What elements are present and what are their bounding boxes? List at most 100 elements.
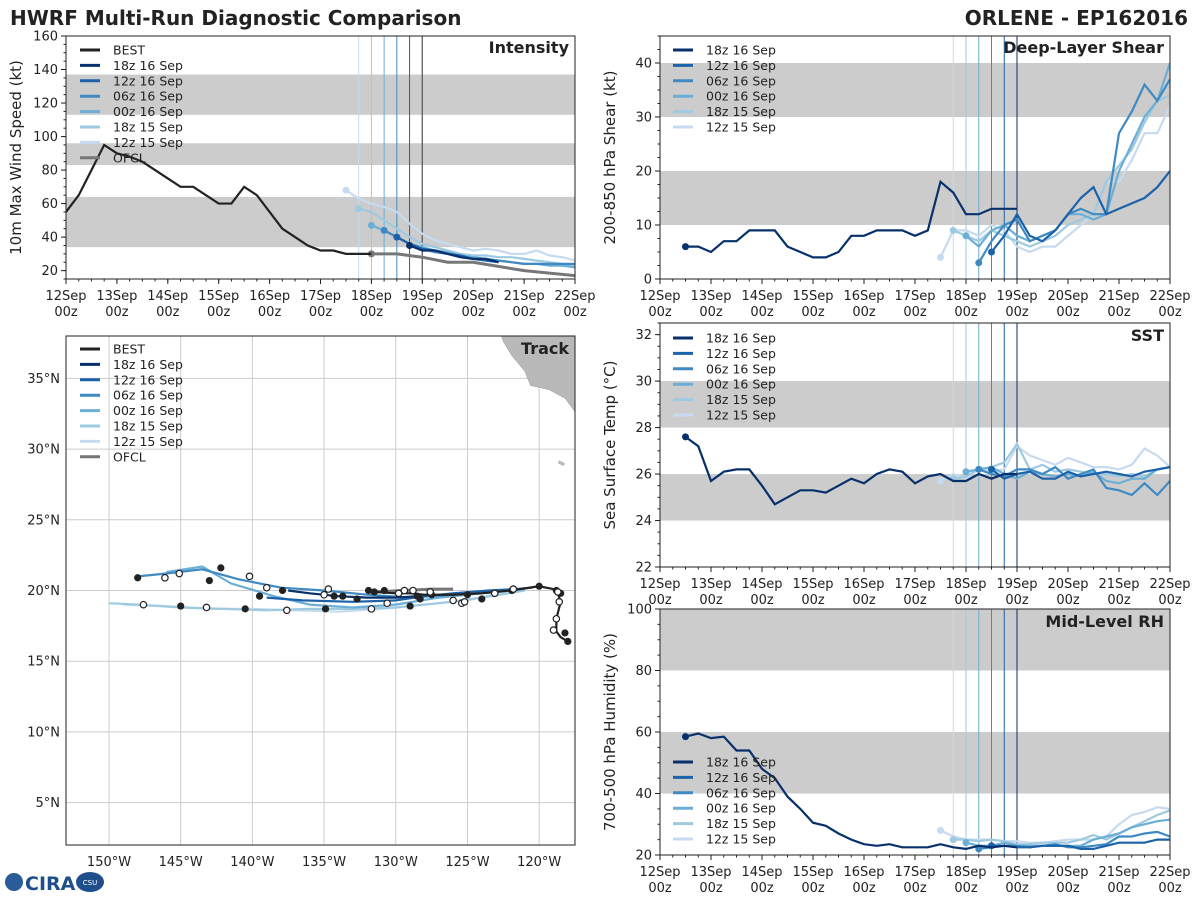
x-tick-label: 00z	[699, 305, 723, 320]
x-tick-label: 13Sep	[96, 289, 137, 304]
series-line	[965, 465, 1170, 485]
x-tick-label: 22Sep	[1149, 289, 1190, 304]
x-tick-label: 21Sep	[504, 289, 545, 304]
x-tick-label: 20Sep	[1047, 865, 1088, 880]
y-axis-label: Sea Surface Temp (°C)	[601, 360, 619, 529]
x-tick-label: 00z	[1056, 305, 1080, 320]
x-tick-label: 13Sep	[690, 865, 731, 880]
track-point-open	[320, 590, 328, 599]
x-tick-label: 00z	[1158, 593, 1182, 608]
csu-badge-icon	[76, 872, 104, 892]
legend-entry: 06z 16 Sep	[706, 361, 776, 376]
series-line	[685, 179, 1017, 259]
x-tick-label: 21Sep	[1098, 289, 1139, 304]
y-axis-label: 10m Max Wind Speed (kt)	[7, 60, 25, 255]
legend-entry: 00z 16 Sep	[706, 89, 776, 104]
track-line	[288, 589, 418, 599]
x-tick-label: 14Sep	[147, 289, 188, 304]
legend-entry: 06z 16 Sep	[706, 785, 776, 800]
legend-entry: 12z 16 Sep	[113, 73, 183, 88]
track-point-filled	[278, 586, 287, 595]
y-tick-label: 22	[635, 561, 652, 576]
track-point-open	[549, 626, 558, 634]
series-line	[977, 78, 1170, 264]
series-start-point	[380, 226, 388, 234]
track-point-filled	[561, 629, 569, 637]
x-tick-label: 00z	[648, 305, 672, 320]
track-point-open	[383, 599, 391, 608]
legend-entry: 06z 16 Sep	[706, 73, 776, 88]
series-start-point	[975, 465, 983, 473]
y-axis-label: 200-850 hPa Shear (kt)	[601, 71, 619, 245]
legend-entry: 12z 15 Sep	[706, 832, 776, 847]
track-point-filled	[134, 574, 142, 582]
shade-band	[660, 381, 1170, 428]
track-point-open	[324, 585, 333, 593]
figure-title: HWRF Multi-Run Diagnostic Comparison	[10, 6, 461, 30]
legend-entry: 12z 16 Sep	[706, 58, 776, 73]
shade-band	[660, 63, 1170, 117]
legend-entry: 18z 16 Sep	[706, 43, 776, 58]
track-point-open	[490, 589, 499, 598]
series-start-point	[962, 468, 970, 476]
y-tick-label: 30°N	[27, 443, 60, 458]
track-point-open	[552, 614, 561, 623]
shade-band	[660, 474, 1170, 521]
intensity-panel: 2040608010012014016012Sep00z13Sep00z14Se…	[7, 30, 596, 321]
series-start-point	[367, 221, 375, 229]
x-tick-label: 14Sep	[741, 865, 782, 880]
track-point-open	[283, 606, 291, 615]
x-tick-label: 21Sep	[1098, 577, 1139, 592]
x-tick-label: 00z	[648, 881, 672, 896]
map-area	[66, 336, 575, 845]
panel-title: SST	[1131, 326, 1164, 345]
x-tick-label: 13Sep	[690, 577, 731, 592]
y-tick-label: 20	[635, 849, 652, 864]
x-tick-label: 00z	[852, 593, 876, 608]
legend-entry: 18z 16 Sep	[113, 357, 183, 372]
y-tick-label: 0	[644, 273, 652, 288]
ofcl-track	[374, 587, 454, 594]
x-tick-label: 00z	[903, 881, 927, 896]
x-tick-label: 12Sep	[639, 577, 680, 592]
plot-area	[66, 36, 575, 279]
x-tick-label: 00z	[699, 593, 723, 608]
series-line	[939, 105, 1170, 258]
plot-area	[660, 36, 1170, 279]
track-point-open	[426, 588, 434, 596]
track-point-filled	[564, 637, 572, 646]
x-tick-label: 00z	[1056, 593, 1080, 608]
island	[557, 460, 565, 467]
x-tick-label: 135°W	[302, 855, 346, 870]
y-tick-label: 10°N	[27, 725, 60, 740]
track-point-filled	[339, 592, 347, 600]
y-tick-label: 100	[627, 603, 652, 618]
series-start-point	[406, 241, 414, 249]
legend-entry: 00z 16 Sep	[706, 801, 776, 816]
track-point-open	[202, 603, 211, 612]
series-start-point	[937, 826, 944, 834]
series-line	[685, 732, 1018, 851]
x-tick-label: 18Sep	[945, 289, 986, 304]
x-tick-label: 16Sep	[843, 865, 884, 880]
x-tick-label: 17Sep	[894, 577, 935, 592]
series-line	[358, 207, 575, 267]
track-point-filled	[380, 586, 388, 595]
legend-entry: 18z 15 Sep	[113, 419, 183, 434]
track-point-filled	[535, 582, 543, 590]
y-tick-label: 30	[635, 111, 652, 126]
x-tick-label: 00z	[801, 593, 825, 608]
series-start-point	[949, 226, 957, 234]
track-point-filled	[330, 592, 338, 600]
x-tick-label: 00z	[1056, 881, 1080, 896]
legend-entry: 18z 16 Sep	[113, 58, 183, 73]
shade-band	[660, 171, 1170, 225]
x-tick-label: 12Sep	[639, 865, 680, 880]
legend-entry: 18z 15 Sep	[706, 392, 776, 407]
track-point-open	[262, 583, 271, 592]
x-tick-label: 00z	[563, 305, 587, 320]
x-tick-label: 19Sep	[996, 577, 1037, 592]
x-tick-label: 120°W	[517, 855, 561, 870]
x-tick-label: 00z	[954, 881, 978, 896]
